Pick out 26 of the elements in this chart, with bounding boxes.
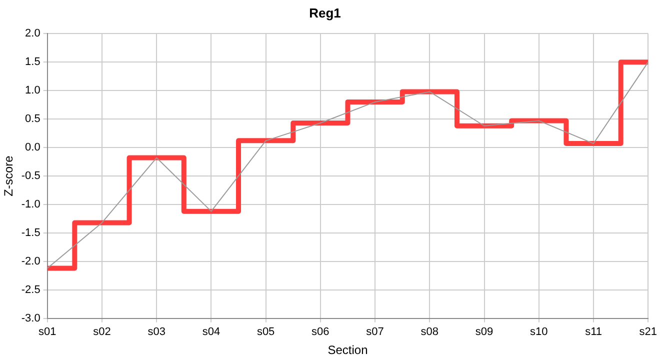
x-tick-label: s11 bbox=[585, 326, 602, 338]
x-axis-title: Section bbox=[328, 343, 368, 358]
y-tick-label: -2.0 bbox=[21, 255, 40, 268]
y-tick-label: 0.0 bbox=[25, 142, 40, 154]
y-tick-label: 1.5 bbox=[25, 56, 40, 68]
x-tick-label: s07 bbox=[366, 326, 384, 338]
x-tick-label: s03 bbox=[148, 326, 166, 338]
y-tick-label: 1.0 bbox=[25, 84, 40, 97]
y-tick-label: -1.5 bbox=[21, 226, 40, 239]
x-tick-label: s04 bbox=[202, 326, 220, 338]
x-tick-label: s09 bbox=[475, 326, 494, 338]
chart-title: Reg1 bbox=[309, 5, 341, 20]
x-tick-label: s05 bbox=[256, 326, 275, 338]
x-tick-label: s08 bbox=[420, 326, 439, 338]
y-tick-label: -3.0 bbox=[21, 312, 40, 324]
x-tick-label: s01 bbox=[38, 326, 56, 338]
y-axis-title: Z-score bbox=[2, 155, 16, 196]
y-tick-label: -2.5 bbox=[21, 284, 40, 296]
y-tick-label: -1.0 bbox=[21, 198, 40, 211]
x-tick-label: s06 bbox=[312, 326, 330, 338]
x-tick-label: s21 bbox=[639, 326, 658, 338]
x-tick-label: s02 bbox=[93, 326, 111, 338]
y-tick-label: 0.5 bbox=[25, 113, 40, 126]
y-tick-label: -0.5 bbox=[21, 170, 40, 182]
y-tick-label: 2.0 bbox=[25, 28, 40, 40]
x-tick-label: s10 bbox=[530, 326, 548, 338]
